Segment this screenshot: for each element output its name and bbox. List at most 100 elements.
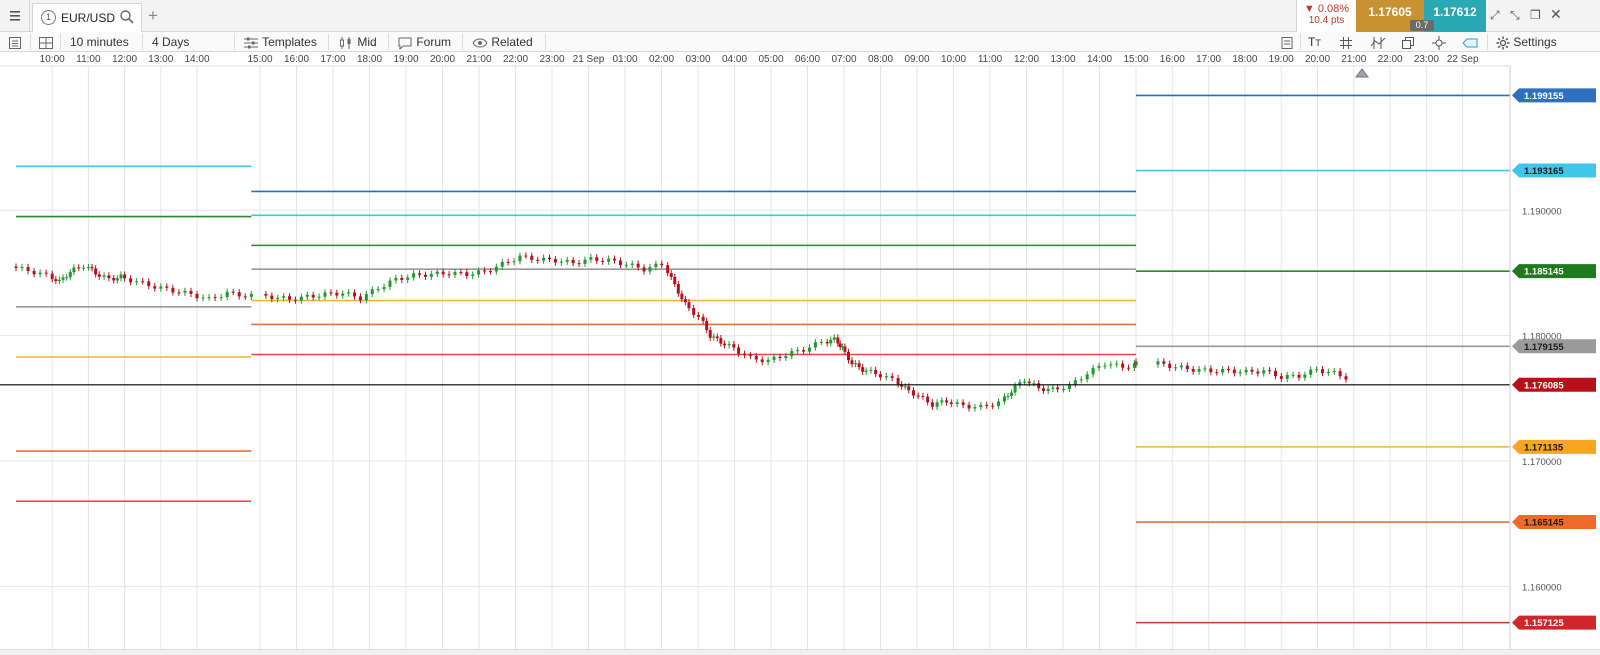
related-label: Related <box>491 35 533 49</box>
candle-body <box>207 297 211 299</box>
candle-body <box>213 297 217 299</box>
hamburger-icon[interactable] <box>0 0 30 32</box>
price-level-tag[interactable] <box>1512 515 1596 530</box>
candle-body <box>38 272 42 275</box>
candle-body <box>705 320 709 331</box>
add-tab-button[interactable]: + <box>148 6 158 25</box>
time-tick-label: 22 Sep <box>1447 54 1479 65</box>
candle-body <box>518 255 522 262</box>
price-label-icon[interactable] <box>1462 32 1478 52</box>
price-level-tag-label: 1.185145 <box>1524 267 1564 278</box>
candle-body <box>435 271 439 274</box>
candle-body <box>874 369 878 375</box>
candle-body <box>955 402 959 405</box>
search-icon[interactable] <box>119 9 135 30</box>
candle-body <box>766 359 770 363</box>
time-tick-label: 02:00 <box>649 54 674 65</box>
time-tick-label: 17:00 <box>1196 54 1221 65</box>
candles-icon <box>340 36 351 49</box>
candle-body <box>72 267 76 273</box>
candle-body <box>1221 369 1225 373</box>
candle-body <box>819 341 823 343</box>
time-tick-label: 08:00 <box>868 54 893 65</box>
candle-body <box>500 261 504 267</box>
candle-body <box>335 292 339 296</box>
candle-body <box>107 275 111 279</box>
candle-body <box>967 404 971 409</box>
text-size-icon[interactable]: TT <box>1308 35 1321 49</box>
maximize-icon[interactable]: ⤢ <box>1490 8 1500 22</box>
candle-body <box>1256 371 1260 374</box>
candle-body <box>1067 384 1071 390</box>
interval-selector[interactable]: 10 minutes <box>70 35 129 49</box>
related-button[interactable]: Related <box>472 32 533 52</box>
candle-body <box>896 377 900 385</box>
price-level-tag[interactable] <box>1512 264 1596 279</box>
candle-body <box>477 270 481 275</box>
candle-body <box>571 259 575 264</box>
candle-body <box>353 292 357 297</box>
candle-body <box>115 278 119 281</box>
crosshair-grid-icon[interactable] <box>1339 32 1353 52</box>
candle-body <box>790 351 794 357</box>
price-level-tag[interactable] <box>1512 339 1596 354</box>
candle-body <box>595 257 599 261</box>
templates-button[interactable]: Templates <box>243 32 317 52</box>
candle-body <box>1320 369 1324 374</box>
close-icon[interactable]: ✕ <box>1550 6 1562 22</box>
bid-price-button[interactable]: 1.17605 <box>1356 0 1424 32</box>
candle-body <box>719 338 723 344</box>
candle-body <box>1046 388 1050 392</box>
candle-body <box>1303 374 1307 378</box>
expand-icon[interactable]: ⤡ <box>1510 8 1520 22</box>
candle-body <box>201 297 205 299</box>
horizontal-scrollbar[interactable] <box>0 649 1600 655</box>
range-selector[interactable]: 4 Days <box>152 35 190 49</box>
candle-body <box>276 297 280 300</box>
change-percent: ▼ 0.08% <box>1303 3 1350 15</box>
candle-body <box>293 299 297 301</box>
candle-body <box>1109 364 1113 366</box>
candle-body <box>687 302 691 309</box>
price-chart[interactable]: 10:00 11:00 12:00 13:00 14:00 15:00 16:00 17:00… <box>0 52 1600 649</box>
candle-body <box>832 337 836 340</box>
forum-button[interactable]: Forum <box>397 32 451 52</box>
copy-icon[interactable] <box>1401 32 1415 52</box>
time-marker-icon[interactable] <box>1355 68 1369 78</box>
candle-body <box>712 336 716 338</box>
time-tick-label: 13:00 <box>148 54 173 65</box>
settings-button[interactable]: Settings <box>1496 32 1557 52</box>
notes-icon[interactable] <box>8 32 22 52</box>
candle-body <box>864 370 868 372</box>
candle-body <box>159 286 163 289</box>
candle-body <box>141 281 145 283</box>
price-level-tag[interactable] <box>1512 615 1596 630</box>
crosshair-icon[interactable] <box>1432 32 1446 52</box>
candle-body <box>165 286 169 288</box>
restore-icon[interactable]: ❐ <box>1530 8 1541 22</box>
candle-body <box>483 270 487 272</box>
indicators-icon[interactable] <box>1370 32 1386 52</box>
price-level-tag[interactable] <box>1512 163 1596 178</box>
price-level-tag[interactable] <box>1512 377 1596 392</box>
notes-list-icon[interactable] <box>1280 32 1294 52</box>
tab-eurusd[interactable]: 1 EUR/USD <box>32 3 142 32</box>
price-type-button[interactable]: Mid <box>338 32 377 52</box>
price-tick-label: 1.170000 <box>1522 457 1562 468</box>
candle-body <box>1156 361 1160 365</box>
candle-body <box>553 259 557 263</box>
ask-price-button[interactable]: 1.17612 <box>1424 0 1486 32</box>
change-points: 10.4 pts <box>1308 15 1345 26</box>
layout-grid-icon[interactable] <box>38 32 54 52</box>
candle-body <box>183 290 187 293</box>
candle-body <box>1279 376 1283 379</box>
candle-body <box>1132 363 1136 368</box>
candle-body <box>838 343 842 348</box>
price-level-tag[interactable] <box>1512 88 1596 103</box>
candle-body <box>1085 374 1089 380</box>
candle-body <box>1006 395 1010 397</box>
candle-body <box>979 404 983 408</box>
price-level-tag[interactable] <box>1512 439 1596 454</box>
candle-body <box>61 277 65 280</box>
candle-body <box>102 275 106 277</box>
